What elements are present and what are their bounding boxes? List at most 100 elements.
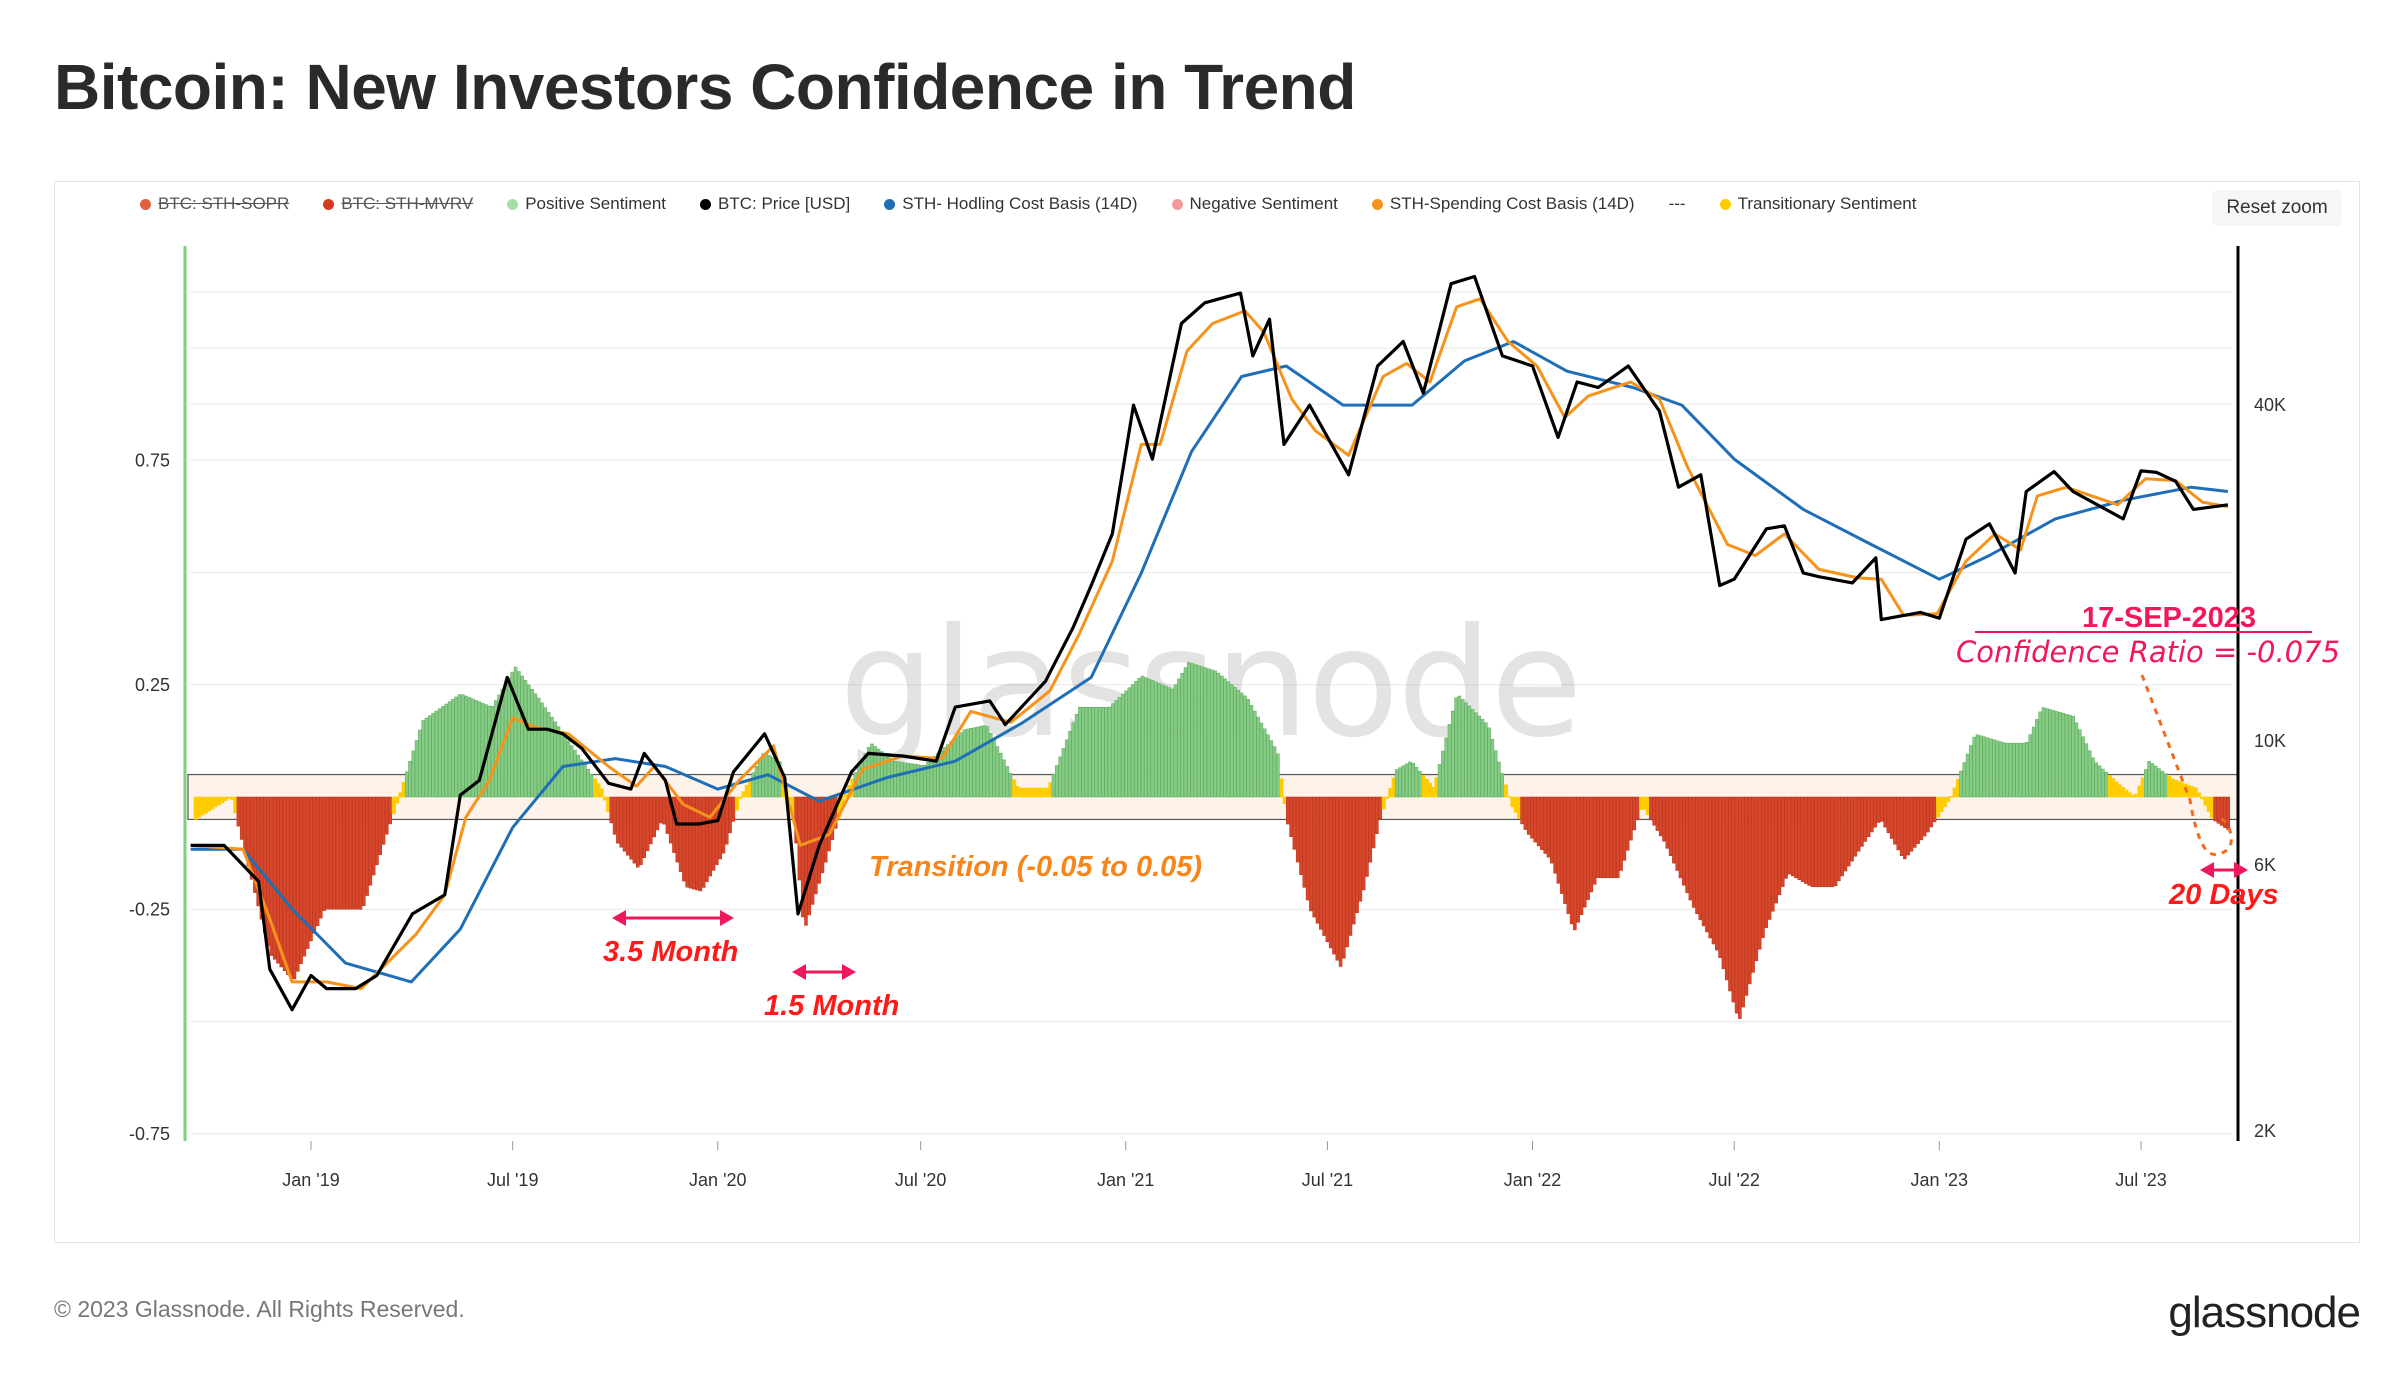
confidence-ratio-bar [2196, 792, 2201, 798]
confidence-ratio-bar [1157, 683, 1161, 798]
confidence-ratio-bar [609, 796, 614, 824]
confidence-ratio-bar [1520, 796, 1524, 825]
legend-item[interactable]: STH- Hodling Cost Basis (14D) [884, 194, 1138, 214]
confidence-ratio-bar [1559, 796, 1564, 894]
confidence-ratio-bar [365, 796, 369, 896]
confidence-ratio-bar [1500, 773, 1505, 798]
right-tick-label: 2K [2254, 1121, 2276, 1141]
confidence-ratio-bar [880, 751, 884, 798]
confidence-ratio-bar [1682, 796, 1686, 886]
confidence-ratio-bar [1220, 675, 1224, 798]
confidence-ratio-bar [1678, 796, 1683, 879]
confidence-ratio-bar [1609, 796, 1613, 879]
legend-item[interactable]: Negative Sentiment [1171, 194, 1338, 214]
legend-item[interactable]: BTC: STH-MVRV [323, 194, 473, 214]
legend-item[interactable]: BTC: STH-SOPR [140, 194, 289, 214]
x-tick-label: Jul '22 [1708, 1170, 1759, 1190]
confidence-ratio-bar [1909, 796, 1914, 852]
confidence-ratio-bar [1718, 796, 1722, 959]
confidence-ratio-bar [375, 796, 379, 866]
confidence-ratio-bar [2008, 742, 2013, 798]
confidence-ratio-bar [1807, 796, 1811, 886]
confidence-ratio-bar [1061, 748, 1066, 798]
confidence-ratio-bar [2064, 713, 2069, 798]
confidence-ratio-bar [1292, 796, 1297, 850]
confidence-ratio-bar [1688, 796, 1693, 901]
confidence-ratio-bar [1563, 796, 1567, 904]
confidence-ratio-bar [873, 746, 878, 798]
confidence-ratio-bar [434, 710, 439, 798]
legend-item[interactable]: Positive Sentiment [507, 194, 666, 214]
confidence-ratio-bar [1226, 681, 1231, 798]
confidence-ratio-bar [1299, 796, 1303, 875]
confidence-ratio-bar [437, 708, 442, 798]
confidence-ratio-bar [599, 788, 604, 798]
confidence-ratio-bar [1160, 684, 1165, 798]
confidence-ratio-bar [678, 796, 683, 872]
confidence-ratio-bar [494, 700, 498, 798]
confidence-ratio-bar [1286, 796, 1290, 825]
confidence-ratio-bar [1738, 796, 1742, 1019]
confidence-ratio-bar [998, 752, 1003, 798]
confidence-ratio-bar [441, 706, 445, 798]
confidence-ratio-bar [1295, 796, 1300, 863]
confidence-ratio-bar [906, 762, 911, 798]
reset-zoom-button[interactable]: Reset zoom [2212, 190, 2342, 226]
confidence-ratio-bar [1167, 687, 1171, 798]
confidence-ratio-bar [1546, 796, 1551, 858]
confidence-ratio-bar [560, 731, 564, 798]
confidence-ratio-bar [497, 694, 501, 798]
confidence-ratio-bar [695, 796, 699, 891]
confidence-ratio-bar [586, 769, 590, 798]
confidence-ratio-bar [556, 726, 561, 798]
legend-marker-icon [140, 198, 151, 210]
confidence-ratio-bar [2223, 796, 2227, 828]
confidence-ratio-bar [1787, 796, 1792, 875]
legend-item[interactable]: --- [1669, 194, 1686, 214]
confidence-ratio-bar [1655, 796, 1660, 831]
confidence-ratio-bar [1632, 796, 1637, 831]
confidence-ratio-bar [1599, 796, 1604, 879]
confidence-ratio-bar [1266, 734, 1270, 798]
confidence-ratio-bar [266, 796, 270, 947]
confidence-ratio-bar [1926, 796, 1930, 833]
confidence-ratio-bar [1635, 796, 1640, 821]
axis-ticks: Jan '19 Jul '19 Jan '20 Jul '20 Jan '21 Jul '… [129, 395, 2286, 1190]
confidence-ratio-bar [1658, 796, 1663, 837]
confidence-ratio-bar [632, 796, 637, 864]
confidence-ratio-bar [1454, 697, 1458, 798]
confidence-ratio-bar [932, 756, 937, 798]
confidence-ratio-bar [1744, 796, 1749, 996]
confidence-ratio-bar [1196, 665, 1201, 798]
confidence-ratio-bar [662, 796, 666, 825]
confidence-ratio-bar [2038, 711, 2042, 798]
confidence-ratio-bar [1193, 664, 1198, 798]
confidence-ratio-bar [322, 796, 326, 911]
confidence-ratio-bar [1091, 706, 1095, 798]
confidence-ratio-bar [1305, 796, 1310, 901]
confidence-ratio-bar [1959, 770, 1963, 798]
confidence-ratio-bar [533, 693, 538, 798]
confidence-ratio-bar [2193, 787, 2198, 798]
confidence-ratio-bar [1216, 672, 1221, 798]
confidence-ratio-bar [2058, 712, 2062, 798]
confidence-ratio-bar [1972, 736, 1976, 798]
confidence-ratio-bar [1922, 796, 1927, 837]
confidence-ratio-bar [1596, 796, 1600, 879]
confidence-ratio-bar [1484, 722, 1488, 798]
legend-item[interactable]: BTC: Price [USD] [700, 194, 850, 214]
confidence-ratio-bar [507, 677, 511, 798]
confidence-ratio-bar [1127, 687, 1132, 798]
confidence-ratio-bar [1569, 796, 1574, 925]
confidence-ratio-bar [348, 796, 353, 910]
legend-item[interactable]: Transitionary Sentiment [1719, 194, 1916, 214]
confidence-ratio-bar [286, 796, 290, 975]
confidence-ratio-bar [1616, 796, 1620, 879]
confidence-ratio-bar [1140, 675, 1145, 798]
page-title: Bitcoin: New Investors Confidence in Tre… [54, 51, 1356, 123]
legend-item[interactable]: STH-Spending Cost Basis (14D) [1371, 194, 1635, 214]
confidence-ratio-bar [2031, 726, 2036, 798]
confidence-ratio-bar [649, 796, 653, 845]
x-tick-label: Jul '19 [487, 1170, 538, 1190]
